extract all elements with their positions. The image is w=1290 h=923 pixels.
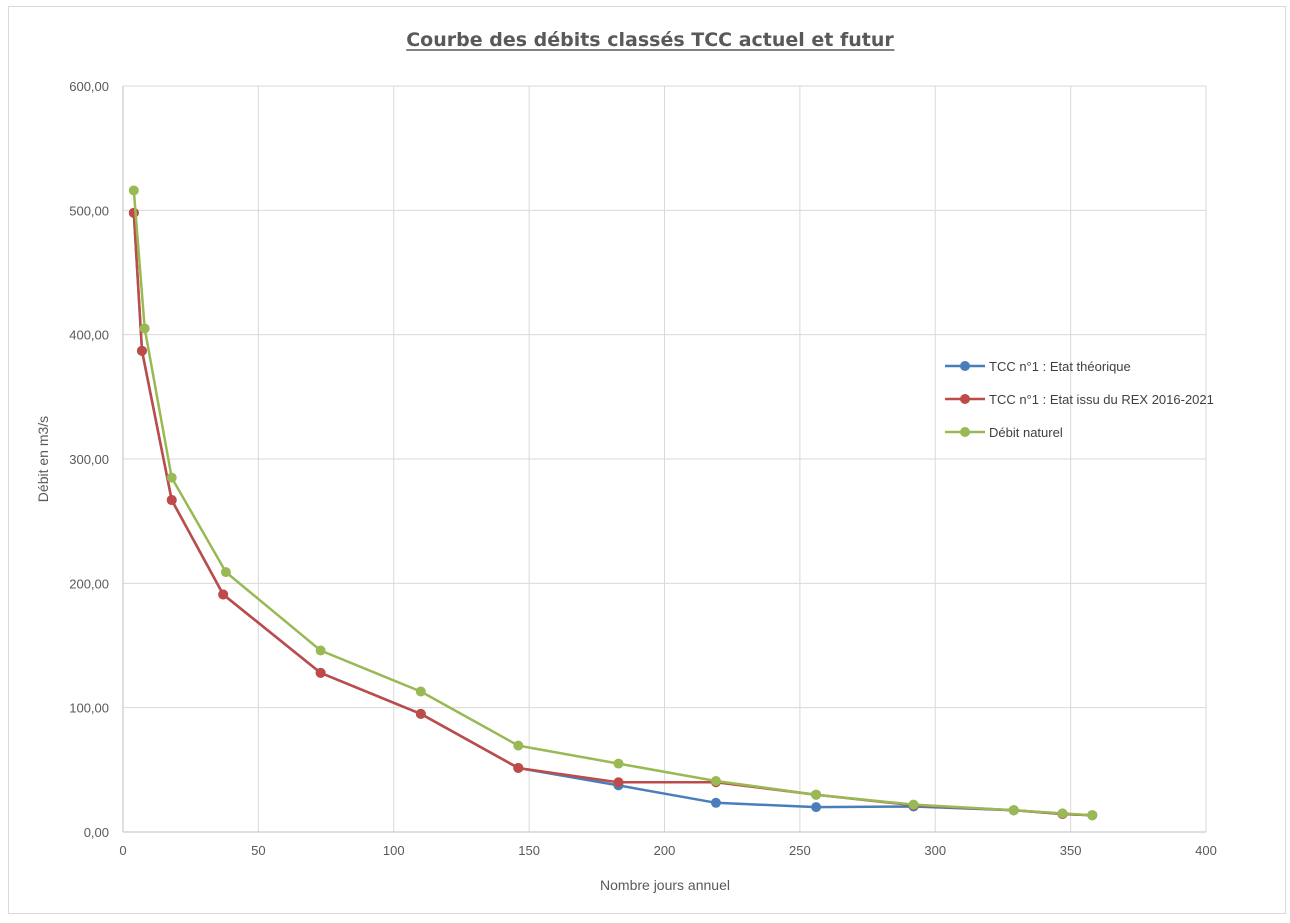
y-tick-label: 0,00 (84, 825, 109, 840)
data-point (166, 495, 177, 506)
data-point (128, 185, 139, 196)
x-tick-label: 0 (119, 843, 126, 858)
chart-frame (8, 6, 1286, 914)
legend-item: TCC n°1 : Etat théorique (945, 359, 1131, 374)
data-point (415, 708, 426, 719)
legend-swatch-marker (960, 394, 970, 404)
data-point (811, 789, 822, 800)
data-point (811, 802, 822, 813)
legend-item: TCC n°1 : Etat issu du REX 2016-2021 (945, 392, 1214, 407)
series-line (132, 190, 1093, 817)
legend-item: Débit naturel (945, 425, 1063, 440)
series-group (128, 185, 1098, 821)
y-tick-label: 400,00 (69, 328, 109, 343)
series-1 (128, 207, 1098, 821)
series-2 (128, 207, 1098, 821)
legend-swatch-marker (960, 427, 970, 437)
data-point (710, 797, 721, 808)
data-point (613, 777, 624, 788)
x-tick-label: 400 (1195, 843, 1217, 858)
gridlines (123, 85, 1207, 832)
data-point (136, 345, 147, 356)
x-tick-label: 250 (789, 843, 811, 858)
data-point (908, 799, 919, 810)
data-point (166, 472, 177, 483)
x-axis-title: Nombre jours annuel (600, 877, 730, 893)
data-point (1057, 808, 1068, 819)
data-point (415, 686, 426, 697)
y-tick-label: 600,00 (69, 79, 109, 94)
y-tick-label: 100,00 (69, 701, 109, 716)
data-point (1087, 810, 1098, 821)
series-line (132, 212, 1093, 817)
data-point (710, 776, 721, 787)
series-3 (128, 185, 1098, 821)
chart-title: Courbe des débits classés TCC actuel et … (406, 29, 894, 51)
legend-swatch-marker (960, 361, 970, 371)
data-point (218, 589, 229, 600)
data-point (315, 645, 326, 656)
legend: TCC n°1 : Etat théorique TCC n°1 : Etat i… (945, 359, 1214, 440)
y-axis-title: Débit en m3/s (35, 416, 51, 502)
legend-label: Débit naturel (989, 425, 1063, 440)
axes (122, 86, 1206, 833)
data-point (315, 667, 326, 678)
y-tick-label: 300,00 (69, 452, 109, 467)
x-tick-label: 200 (654, 843, 676, 858)
x-tick-label: 100 (383, 843, 405, 858)
tick-labels: 0 50 100 150 200 250 300 350 400 0,00 100,00 200,00… (69, 79, 1217, 858)
y-tick-label: 500,00 (69, 203, 109, 218)
data-point (128, 207, 139, 218)
data-point (613, 758, 624, 769)
x-tick-label: 300 (924, 843, 946, 858)
data-point (513, 762, 524, 773)
series-line (132, 212, 1093, 817)
legend-label: TCC n°1 : Etat théorique (989, 359, 1131, 374)
x-tick-label: 150 (518, 843, 540, 858)
y-tick-label: 200,00 (69, 576, 109, 591)
data-point (139, 323, 150, 334)
data-point (1008, 805, 1019, 816)
legend-label: TCC n°1 : Etat issu du REX 2016-2021 (989, 392, 1214, 407)
x-tick-label: 50 (251, 843, 265, 858)
x-tick-label: 350 (1060, 843, 1082, 858)
data-point (513, 740, 524, 751)
data-point (220, 567, 231, 578)
